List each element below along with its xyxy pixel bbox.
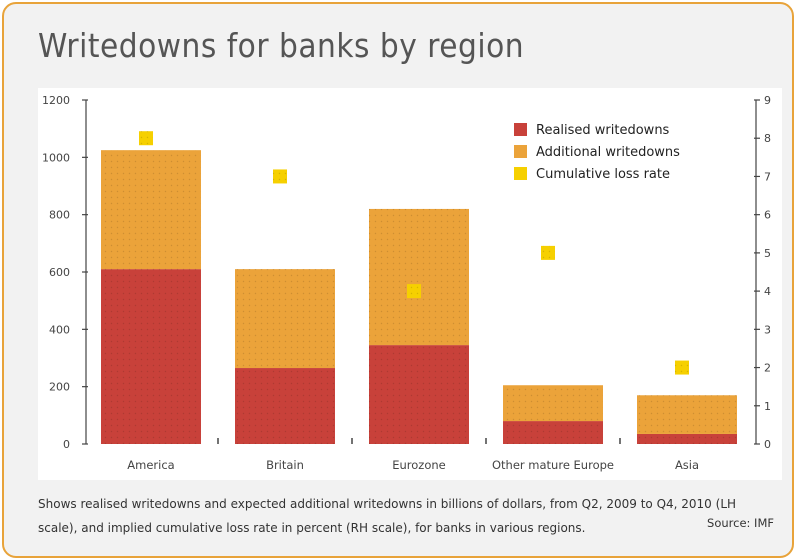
right-tick-label: 6 <box>764 209 771 222</box>
marker-texture <box>675 360 689 375</box>
left-tick-label: 1200 <box>42 94 70 107</box>
marker-texture <box>407 284 421 299</box>
plot-panel: 0 200 400 600 800 1000 1200 0 1 2 3 4 5 6 7 8 9 America B… <box>38 88 782 480</box>
right-tick-label: 5 <box>764 247 771 260</box>
bar-texture <box>503 385 603 422</box>
category-label: Eurozone <box>392 458 446 472</box>
left-tick-label: 200 <box>49 381 70 394</box>
legend-label-additional-writedowns: Additional writedowns <box>536 145 680 160</box>
category-label: Other mature Europe <box>492 458 614 472</box>
category-label: Asia <box>675 458 699 472</box>
right-tick-label: 8 <box>764 132 771 145</box>
right-tick-label: 4 <box>764 285 771 298</box>
bar-texture <box>503 421 603 444</box>
bar-texture <box>235 368 335 444</box>
left-tick-label: 0 <box>63 438 70 451</box>
chart-title: Writedowns for banks by region <box>38 26 525 65</box>
bar-texture <box>235 269 335 369</box>
right-tick-label: 0 <box>764 438 771 451</box>
bar-texture <box>101 150 201 270</box>
left-tick-label: 600 <box>49 266 70 279</box>
marker-texture <box>273 169 287 184</box>
bar-texture <box>369 345 469 444</box>
right-tick-label: 2 <box>764 362 771 375</box>
source-note: Source: IMF <box>707 516 774 530</box>
right-tick-label: 9 <box>764 94 771 107</box>
bar-texture <box>369 208 469 346</box>
left-tick-label: 400 <box>49 323 70 336</box>
legend-swatch-cumulative-loss-rate <box>514 167 527 180</box>
marker-texture <box>139 131 153 146</box>
chart-caption: Shows realised writedowns and expected a… <box>38 497 737 535</box>
right-tick-label: 3 <box>764 323 771 336</box>
category-label: America <box>127 458 174 472</box>
chart-svg: 0 200 400 600 800 1000 1200 0 1 2 3 4 5 6 7 8 9 America B… <box>42 94 771 472</box>
right-tick-label: 7 <box>764 170 771 183</box>
legend-label-cumulative-loss-rate: Cumulative loss rate <box>536 167 670 182</box>
right-tick-label: 1 <box>764 400 771 413</box>
legend-swatch-additional-writedowns <box>514 145 527 158</box>
bar-texture <box>101 269 201 444</box>
bar-texture <box>637 433 737 444</box>
legend-swatch-realised-writedowns <box>514 123 527 136</box>
legend-label-realised-writedowns: Realised writedowns <box>536 123 670 138</box>
category-label: Britain <box>266 458 304 472</box>
marker-texture <box>541 245 555 260</box>
left-tick-label: 800 <box>49 209 70 222</box>
left-tick-label: 1000 <box>42 151 70 164</box>
bar-texture <box>637 395 737 434</box>
